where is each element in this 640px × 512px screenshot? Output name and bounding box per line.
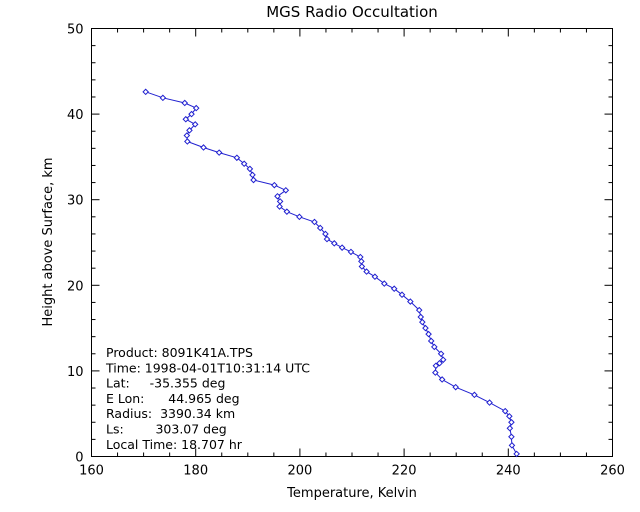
annotation-ls: Ls: 303.07 deg <box>106 422 227 437</box>
data-point-marker <box>398 291 406 299</box>
data-point-marker <box>186 127 193 134</box>
data-point-marker <box>250 176 257 184</box>
data-point-marker <box>191 121 199 128</box>
data-point-marker <box>233 154 241 162</box>
data-point-marker <box>506 412 513 420</box>
y-tick-label: 30 <box>67 194 84 209</box>
data-point-marker <box>390 285 398 293</box>
data-point-marker <box>438 376 446 383</box>
data-point-marker <box>159 94 167 102</box>
data-point-marker <box>283 208 291 215</box>
data-point-marker <box>192 104 200 112</box>
annotation-elon: E Lon: 44.965 deg <box>106 391 240 406</box>
x-axis: 160 180 200 220 240 260 <box>79 28 625 479</box>
data-point-marker <box>436 359 443 367</box>
data-point-marker <box>508 442 516 449</box>
data-point-marker <box>363 268 370 275</box>
data-point-marker <box>427 337 435 345</box>
annotation-radius: Radius: 3390.34 km <box>106 406 235 421</box>
data-point-marker <box>486 399 493 406</box>
data-point-marker <box>380 280 388 287</box>
data-point-marker <box>471 391 478 399</box>
y-tick-label: 50 <box>67 23 84 38</box>
y-tick-label: 0 <box>75 451 83 466</box>
data-point-marker <box>249 171 256 179</box>
y-tick-label: 20 <box>67 279 84 294</box>
data-point-marker <box>271 181 278 189</box>
data-point-marker <box>371 273 379 281</box>
data-point-marker <box>296 213 303 221</box>
data-point-marker <box>188 110 195 118</box>
data-point-marker <box>508 418 515 426</box>
data-point-marker <box>358 263 366 270</box>
data-point-marker <box>240 160 248 168</box>
data-point-marker <box>358 258 365 265</box>
data-point-marker <box>330 240 338 247</box>
data-point-marker <box>142 88 149 96</box>
y-tick-label: 10 <box>67 365 84 380</box>
y-tick-label: 40 <box>67 108 84 123</box>
data-point-marker <box>316 224 324 232</box>
data-point-marker <box>437 350 445 358</box>
data-point-marker <box>501 407 509 415</box>
data-point-marker <box>425 330 432 338</box>
data-point-marker <box>215 149 223 156</box>
chart-title: MGS Radio Occultation <box>266 3 438 21</box>
data-point-marker <box>276 203 283 210</box>
data-point-marker <box>432 369 439 376</box>
annotation-local-time: Local Time: 18.707 hr <box>106 437 243 452</box>
data-point-marker <box>432 362 440 370</box>
data-point-marker <box>200 144 207 151</box>
data-point-marker <box>181 99 189 107</box>
annotation-time: Time: 1998-04-01T10:31:14 UTC <box>105 360 310 375</box>
data-point-marker <box>417 313 425 321</box>
data-point-marker <box>431 343 438 351</box>
data-point-marker <box>452 383 459 391</box>
data-point-marker <box>513 450 520 458</box>
data-point-marker <box>419 318 426 326</box>
annotation-lat: Lat: -35.355 deg <box>106 376 225 391</box>
data-point-marker <box>282 186 290 194</box>
data-point-marker <box>439 356 447 364</box>
data-point-marker <box>357 253 364 261</box>
x-tick-label: 240 <box>496 464 521 479</box>
data-point-marker <box>311 218 318 226</box>
data-point-marker <box>347 248 355 256</box>
series-layer <box>142 88 520 458</box>
data-point-marker <box>246 165 254 173</box>
x-tick-label: 220 <box>392 464 417 479</box>
x-tick-label: 260 <box>600 464 625 479</box>
annotation-product: Product: 8091K41A.TPS <box>106 345 253 360</box>
y-axis-label: Height above Surface, km <box>41 157 56 326</box>
data-point-marker <box>506 424 514 432</box>
data-point-marker <box>182 115 190 123</box>
x-tick-label: 180 <box>183 464 208 479</box>
x-axis-label: Temperature, Kelvin <box>286 486 417 501</box>
data-point-marker <box>184 138 191 145</box>
data-point-marker <box>323 235 331 243</box>
data-point-marker <box>415 306 423 314</box>
x-tick-label: 160 <box>79 464 104 479</box>
y-axis: 0 10 20 30 40 50 <box>67 23 613 466</box>
data-point-marker <box>274 192 281 200</box>
data-point-marker <box>183 132 191 139</box>
data-point-marker <box>276 198 284 205</box>
data-point-marker <box>407 298 414 305</box>
data-point-marker <box>422 324 429 332</box>
x-tick-label: 200 <box>287 464 312 479</box>
data-point-marker <box>508 433 515 441</box>
data-point-marker <box>338 244 346 251</box>
data-point-marker <box>322 230 329 238</box>
